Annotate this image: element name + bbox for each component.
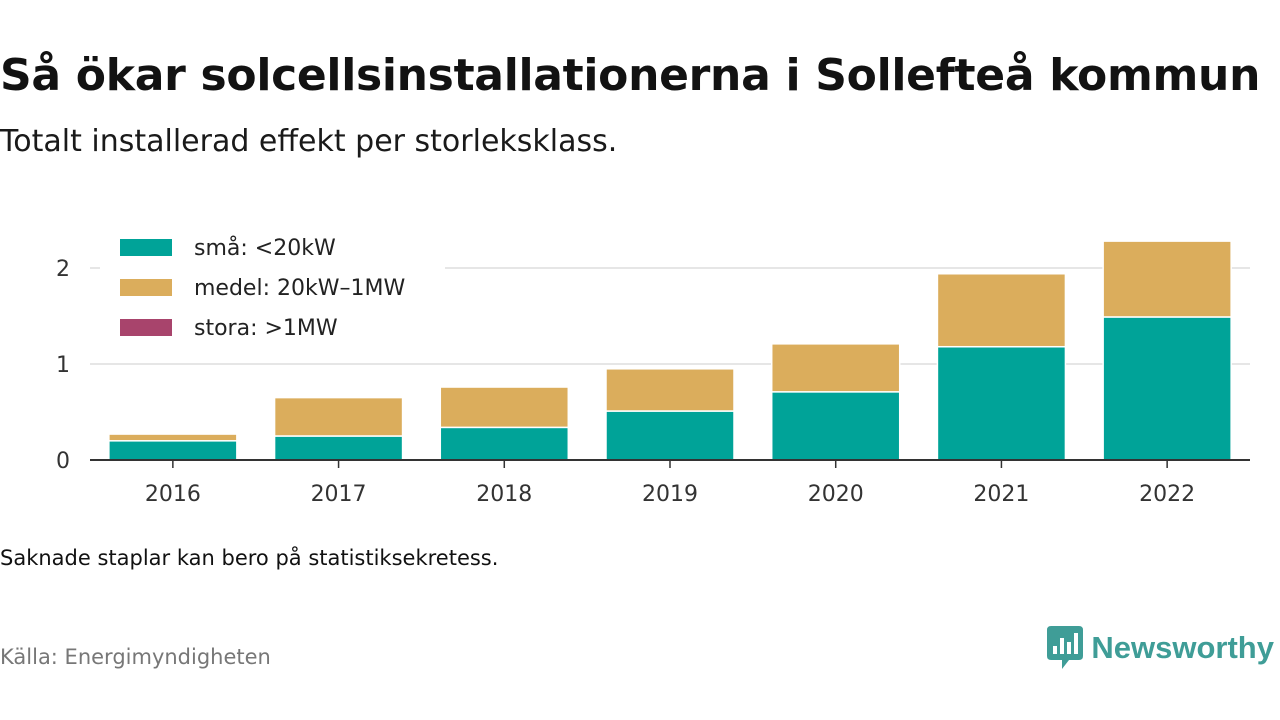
legend-swatch: [120, 319, 172, 336]
stacked-bar-chart: 0 1 2 2016 2017 2018 2019 2020 2021 2022 små: <20k…: [56, 228, 1250, 507]
x-tick-label: 2022: [1139, 482, 1195, 507]
bar-segment-2022-0: [1102, 316, 1232, 461]
x-tick-label: 2020: [808, 482, 864, 507]
x-tick-label: 2021: [973, 482, 1029, 507]
newsworthy-icon: [1047, 626, 1084, 669]
x-tick-label: 2018: [476, 482, 532, 507]
legend: små: <20kW medel: 20kW–1MW stora: >1MW: [100, 228, 445, 352]
bar-segment-2018-1: [439, 386, 570, 429]
bar-segment-2017-1: [273, 396, 404, 437]
x-tick-label: 2019: [642, 482, 698, 507]
bar-segment-2022-1: [1102, 240, 1232, 318]
bar-segment-2019-1: [605, 368, 735, 412]
bar-segment-2018-0: [439, 426, 570, 461]
source-note: Källa: Energimyndigheten: [0, 645, 271, 669]
y-tick-label: 0: [56, 449, 70, 474]
legend-label: små: <20kW: [194, 235, 336, 261]
bar-segment-2019-0: [605, 410, 735, 461]
y-tick-label: 2: [56, 257, 70, 282]
brand-name: Newsworthy: [1091, 630, 1274, 665]
legend-label: medel: 20kW–1MW: [194, 276, 405, 301]
bar-segment-2016-1: [108, 433, 238, 442]
bar-segment-2016-0: [108, 440, 238, 461]
bar-segment-2021-1: [936, 273, 1067, 348]
x-tick-label: 2016: [145, 482, 201, 507]
chart-subtitle: Totalt installerad effekt per storlekskl…: [0, 124, 618, 159]
legend-swatch: [120, 279, 172, 296]
bar-segment-2020-1: [770, 343, 901, 393]
legend-label: stora: >1MW: [194, 316, 338, 341]
bar-segment-2021-0: [936, 345, 1067, 461]
bar-segment-2020-0: [770, 391, 901, 461]
x-tick-label: 2017: [311, 482, 367, 507]
footnote: Saknade staplar kan bero på statistiksek…: [0, 546, 499, 570]
y-tick-label: 1: [56, 353, 70, 378]
chart-title: Så ökar solcellsinstallationerna i Solle…: [0, 50, 1261, 101]
legend-swatch: [120, 239, 172, 256]
newsworthy-logo[interactable]: Newsworthy: [1047, 626, 1274, 670]
bar-segment-2017-0: [273, 435, 404, 461]
